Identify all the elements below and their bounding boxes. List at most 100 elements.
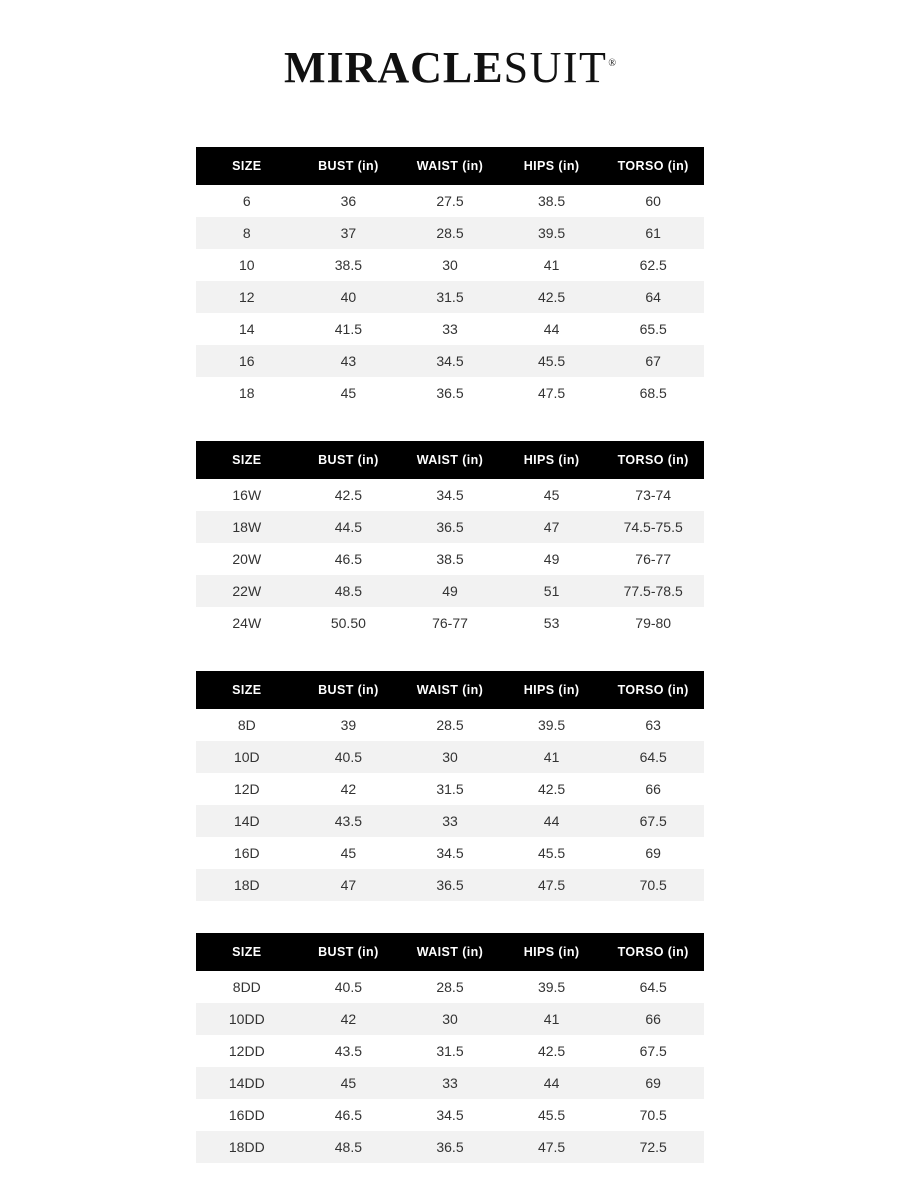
table-row: 14 41.5 33 44 65.5 xyxy=(196,313,704,345)
measurement-cell: 44 xyxy=(500,805,603,837)
table-row: 12 40 31.5 42.5 64 xyxy=(196,281,704,313)
table-row: 18 45 36.5 47.5 68.5 xyxy=(196,377,704,409)
table-row: 18DD 48.5 36.5 47.5 72.5 xyxy=(196,1131,704,1163)
measurement-cell: 42.5 xyxy=(297,479,400,511)
size-cell: 20W xyxy=(196,543,298,575)
size-cell: 8D xyxy=(196,709,298,741)
measurement-cell: 36.5 xyxy=(399,869,501,901)
measurement-cell: 70.5 xyxy=(602,869,704,901)
table-row: 24W 50.50 76-77 53 79-80 xyxy=(196,607,704,639)
column-header: HIPS (in) xyxy=(500,441,603,479)
size-cell: 8DD xyxy=(196,971,298,1003)
table-row: 16D 45 34.5 45.5 69 xyxy=(196,837,704,869)
measurement-cell: 38.5 xyxy=(297,249,400,281)
measurement-cell: 43 xyxy=(297,345,400,377)
column-header: SIZE xyxy=(196,441,298,479)
measurement-cell: 65.5 xyxy=(602,313,704,345)
measurement-cell: 43.5 xyxy=(297,1035,400,1067)
size-cell: 10 xyxy=(196,249,298,281)
measurement-cell: 39.5 xyxy=(500,971,603,1003)
measurement-cell: 42 xyxy=(297,773,400,805)
measurement-cell: 48.5 xyxy=(297,575,400,607)
measurement-cell: 64.5 xyxy=(602,971,704,1003)
table-header-row: SIZE BUST (in) WAIST (in) HIPS (in) TORSO (i… xyxy=(196,671,704,709)
measurement-cell: 66 xyxy=(602,773,704,805)
brand-logo: MIRACLESUIT® xyxy=(0,46,900,90)
measurement-cell: 31.5 xyxy=(399,1035,501,1067)
table-row: 12DD 43.5 31.5 42.5 67.5 xyxy=(196,1035,704,1067)
measurement-cell: 40.5 xyxy=(297,741,400,773)
measurement-cell: 33 xyxy=(399,805,501,837)
measurement-cell: 34.5 xyxy=(399,345,501,377)
measurement-cell: 42 xyxy=(297,1003,400,1035)
size-cell: 14D xyxy=(196,805,298,837)
measurement-cell: 45 xyxy=(297,377,400,409)
column-header: TORSO (in) xyxy=(602,671,704,709)
table-row: 18W 44.5 36.5 47 74.5-75.5 xyxy=(196,511,704,543)
measurement-cell: 43.5 xyxy=(297,805,400,837)
column-header: HIPS (in) xyxy=(500,671,603,709)
registered-trademark-icon: ® xyxy=(608,58,617,70)
measurement-cell: 34.5 xyxy=(399,479,501,511)
measurement-cell: 38.5 xyxy=(399,543,501,575)
column-header: BUST (in) xyxy=(297,147,400,185)
measurement-cell: 64.5 xyxy=(602,741,704,773)
measurement-cell: 46.5 xyxy=(297,1099,400,1131)
measurement-cell: 31.5 xyxy=(399,773,501,805)
measurement-cell: 47.5 xyxy=(500,1131,603,1163)
measurement-cell: 47.5 xyxy=(500,377,603,409)
measurement-cell: 49 xyxy=(399,575,501,607)
measurement-cell: 34.5 xyxy=(399,837,501,869)
size-cell: 24W xyxy=(196,607,298,639)
measurement-cell: 36.5 xyxy=(399,511,501,543)
size-cell: 10DD xyxy=(196,1003,298,1035)
measurement-cell: 48.5 xyxy=(297,1131,400,1163)
measurement-cell: 41.5 xyxy=(297,313,400,345)
size-cell: 14 xyxy=(196,313,298,345)
measurement-cell: 28.5 xyxy=(399,971,501,1003)
column-header: TORSO (in) xyxy=(602,933,704,971)
table-row: 18D 47 36.5 47.5 70.5 xyxy=(196,869,704,901)
measurement-cell: 49 xyxy=(500,543,603,575)
measurement-cell: 28.5 xyxy=(399,709,501,741)
table-row: 10 38.5 30 41 62.5 xyxy=(196,249,704,281)
column-header: SIZE xyxy=(196,147,298,185)
measurement-cell: 69 xyxy=(602,1067,704,1099)
table-row: 16DD 46.5 34.5 45.5 70.5 xyxy=(196,1099,704,1131)
measurement-cell: 30 xyxy=(399,741,501,773)
table-row: 22W 48.5 49 51 77.5-78.5 xyxy=(196,575,704,607)
measurement-cell: 47 xyxy=(500,511,603,543)
size-cell: 16W xyxy=(196,479,298,511)
column-header: WAIST (in) xyxy=(399,933,501,971)
table-row: 16 43 34.5 45.5 67 xyxy=(196,345,704,377)
table-header-row: SIZE BUST (in) WAIST (in) HIPS (in) TORSO (i… xyxy=(196,933,704,971)
column-header: WAIST (in) xyxy=(399,671,501,709)
measurement-cell: 47 xyxy=(297,869,400,901)
table-row: 14DD 45 33 44 69 xyxy=(196,1067,704,1099)
table-row: 8DD 40.5 28.5 39.5 64.5 xyxy=(196,971,704,1003)
column-header: WAIST (in) xyxy=(399,147,501,185)
measurement-cell: 79-80 xyxy=(602,607,704,639)
measurement-cell: 39.5 xyxy=(500,709,603,741)
measurement-cell: 50.50 xyxy=(297,607,400,639)
table-row: 8 37 28.5 39.5 61 xyxy=(196,217,704,249)
measurement-cell: 45 xyxy=(500,479,603,511)
table-row: 12D 42 31.5 42.5 66 xyxy=(196,773,704,805)
size-cell: 8 xyxy=(196,217,298,249)
measurement-cell: 70.5 xyxy=(602,1099,704,1131)
measurement-cell: 76-77 xyxy=(399,607,501,639)
measurement-cell: 67 xyxy=(602,345,704,377)
measurement-cell: 28.5 xyxy=(399,217,501,249)
measurement-cell: 73-74 xyxy=(602,479,704,511)
size-cell: 6 xyxy=(196,185,298,217)
measurement-cell: 37 xyxy=(297,217,400,249)
measurement-cell: 63 xyxy=(602,709,704,741)
measurement-cell: 66 xyxy=(602,1003,704,1035)
measurement-cell: 39.5 xyxy=(500,217,603,249)
measurement-cell: 42.5 xyxy=(500,281,603,313)
measurement-cell: 72.5 xyxy=(602,1131,704,1163)
table-row: 10DD 42 30 41 66 xyxy=(196,1003,704,1035)
size-cell: 10D xyxy=(196,741,298,773)
measurement-cell: 68.5 xyxy=(602,377,704,409)
